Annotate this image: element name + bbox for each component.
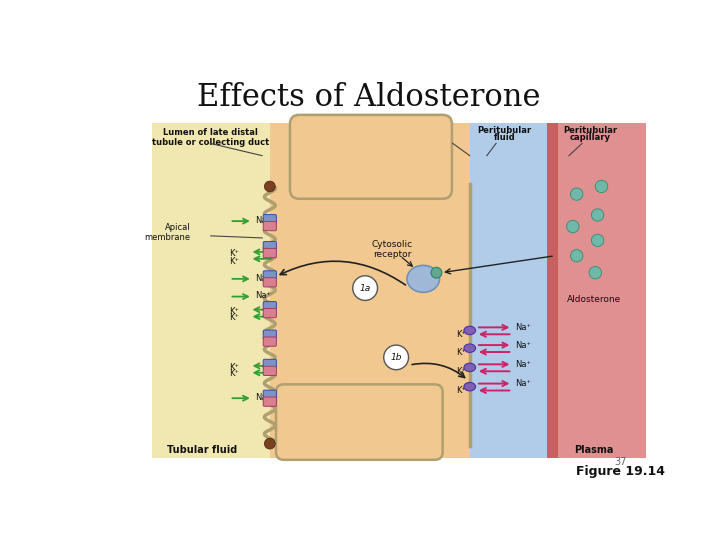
Text: 37: 37 <box>615 457 627 467</box>
FancyBboxPatch shape <box>264 366 276 375</box>
Text: K⁺: K⁺ <box>456 367 466 376</box>
FancyBboxPatch shape <box>264 271 276 280</box>
Text: K⁺: K⁺ <box>229 307 239 316</box>
FancyBboxPatch shape <box>264 397 276 406</box>
FancyBboxPatch shape <box>264 301 276 311</box>
Text: K⁺: K⁺ <box>456 386 466 395</box>
Text: K⁺: K⁺ <box>229 363 239 372</box>
FancyBboxPatch shape <box>264 248 276 258</box>
Ellipse shape <box>464 363 476 372</box>
Circle shape <box>570 188 583 200</box>
Text: Na⁺: Na⁺ <box>515 323 531 332</box>
FancyBboxPatch shape <box>264 337 276 346</box>
FancyBboxPatch shape <box>264 221 276 231</box>
Bar <box>547 123 647 457</box>
Text: Peritubular: Peritubular <box>477 126 531 136</box>
Text: Tubular fluid: Tubular fluid <box>167 445 238 455</box>
Text: Na⁺: Na⁺ <box>255 291 271 300</box>
Bar <box>152 123 270 457</box>
Circle shape <box>353 276 377 300</box>
Text: Effects of Aldosterone: Effects of Aldosterone <box>197 82 541 113</box>
Circle shape <box>570 249 583 262</box>
Text: Aldosterone: Aldosterone <box>567 295 621 304</box>
Ellipse shape <box>407 265 439 292</box>
Text: K⁺: K⁺ <box>229 313 239 322</box>
Text: Na⁺: Na⁺ <box>515 360 531 369</box>
Circle shape <box>264 181 275 192</box>
Circle shape <box>595 180 608 193</box>
FancyBboxPatch shape <box>264 241 276 251</box>
Text: Na⁺: Na⁺ <box>255 274 271 282</box>
FancyBboxPatch shape <box>264 308 276 318</box>
Text: Principal cell: Principal cell <box>326 151 388 161</box>
Text: K⁺: K⁺ <box>229 249 239 258</box>
Circle shape <box>431 267 442 278</box>
Text: Na⁺: Na⁺ <box>515 379 531 388</box>
Text: Na⁺: Na⁺ <box>515 341 531 349</box>
FancyBboxPatch shape <box>264 359 276 369</box>
Circle shape <box>384 345 408 370</box>
Text: Basolateral: Basolateral <box>396 126 450 136</box>
Text: Plasma: Plasma <box>574 445 613 455</box>
Circle shape <box>264 438 275 449</box>
Ellipse shape <box>464 382 476 391</box>
Bar <box>270 123 469 457</box>
Text: membrane: membrane <box>398 132 449 141</box>
Text: capillary: capillary <box>570 132 611 141</box>
Circle shape <box>589 267 601 279</box>
Text: Na⁺: Na⁺ <box>255 393 271 402</box>
Text: fluid: fluid <box>494 132 516 141</box>
Text: Lumen of late distal
tubule or collecting duct: Lumen of late distal tubule or collectin… <box>151 128 269 147</box>
Text: K⁺: K⁺ <box>229 369 239 378</box>
FancyBboxPatch shape <box>276 384 443 460</box>
FancyBboxPatch shape <box>264 390 276 400</box>
Text: K⁺: K⁺ <box>229 256 239 266</box>
FancyBboxPatch shape <box>264 330 276 339</box>
Text: K⁺: K⁺ <box>456 330 466 339</box>
FancyBboxPatch shape <box>290 115 452 199</box>
Bar <box>469 123 547 457</box>
Text: 1b: 1b <box>390 353 402 362</box>
Text: Figure 19.14: Figure 19.14 <box>577 465 665 478</box>
Ellipse shape <box>464 344 476 353</box>
Bar <box>547 123 558 457</box>
Text: K⁺: K⁺ <box>456 348 466 356</box>
Text: Cytosolic
receptor: Cytosolic receptor <box>372 240 413 259</box>
Text: Peritubular: Peritubular <box>563 126 617 136</box>
FancyBboxPatch shape <box>264 214 276 224</box>
Circle shape <box>591 209 604 221</box>
Text: Na⁺: Na⁺ <box>255 216 271 225</box>
Ellipse shape <box>464 326 476 335</box>
Circle shape <box>567 220 579 233</box>
Text: Apical
membrane: Apical membrane <box>145 223 191 242</box>
Circle shape <box>591 234 604 247</box>
FancyBboxPatch shape <box>264 278 276 287</box>
Text: 1a: 1a <box>359 284 371 293</box>
